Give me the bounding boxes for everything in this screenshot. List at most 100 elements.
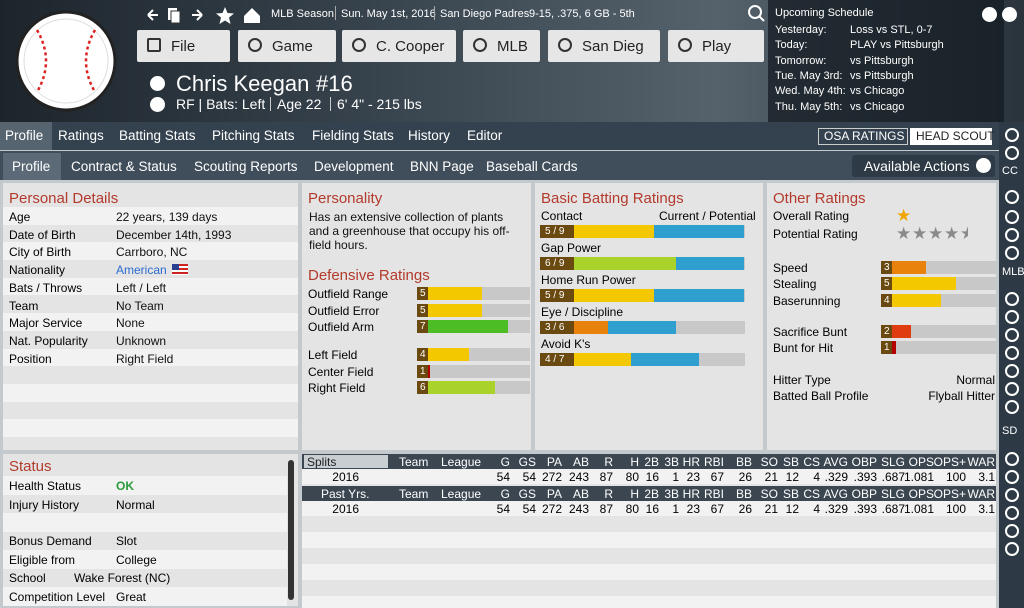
sidebar-icon[interactable] — [1005, 328, 1019, 342]
arrow-down[interactable] — [150, 97, 165, 112]
status-value: College — [116, 552, 157, 567]
tab[interactable]: Profile — [5, 128, 44, 143]
nav-button-label[interactable]: San Dieg — [582, 38, 644, 55]
flag-canton — [172, 264, 179, 270]
splits-dropdown[interactable] — [304, 455, 388, 468]
sidebar-label: MLB — [1002, 266, 1024, 278]
sidebar-icon[interactable] — [1005, 128, 1019, 142]
bar-track — [417, 364, 530, 378]
stats-column: AVG — [823, 455, 848, 469]
stats-cell: 4 — [813, 502, 820, 516]
stats-column: League — [441, 455, 482, 469]
sidebar-icon[interactable] — [1005, 292, 1019, 306]
nav-button-label[interactable]: File — [171, 38, 196, 55]
nav-button-label[interactable]: Play — [702, 38, 732, 55]
schedule-title: Upcoming Schedule — [775, 7, 874, 19]
stats-cell: 87 — [599, 502, 613, 516]
stats-column: H — [630, 455, 639, 469]
stats-column: OPS — [908, 487, 934, 501]
sidebar-icon[interactable] — [1005, 470, 1019, 484]
tab[interactable]: Fielding Stats — [312, 128, 394, 143]
sep — [335, 6, 336, 20]
status-label: Competition Level — [9, 589, 106, 604]
sidebar-icon[interactable] — [1005, 346, 1019, 360]
sched-btn[interactable] — [1002, 7, 1017, 22]
nav-button-label[interactable]: MLB — [497, 38, 528, 55]
stats-table-label[interactable]: Splits — [307, 455, 337, 469]
detail-label: Nat. Popularity — [9, 333, 88, 348]
row-stripe — [302, 532, 996, 548]
tab[interactable]: Ratings — [58, 128, 104, 143]
sidebar-icon[interactable] — [1005, 400, 1019, 414]
stats-column: GS — [518, 487, 536, 501]
subtab[interactable]: BNN Page — [410, 159, 474, 174]
row-stripe — [3, 313, 298, 331]
row-stripe — [302, 564, 996, 580]
rating-bar — [417, 381, 495, 394]
rating-value: 5 — [420, 304, 426, 316]
actions-icon[interactable] — [976, 158, 991, 173]
actions-box[interactable] — [852, 155, 995, 177]
tab[interactable]: Batting Stats — [119, 128, 196, 143]
nav-button[interactable] — [137, 30, 230, 62]
tab[interactable]: Pitching Stats — [212, 128, 295, 143]
schedule-day: Thu. May 5th: — [775, 100, 843, 113]
star: ★ — [928, 225, 944, 242]
sidebar-icon[interactable] — [1005, 228, 1019, 242]
stats-column: BB — [735, 455, 752, 469]
stats-cell: .393 — [853, 470, 877, 484]
other-label: Sacrifice Bunt — [773, 325, 848, 339]
defense-label: Outfield Error — [308, 303, 380, 318]
detail-label: Major Service — [9, 316, 83, 331]
other-label: Stealing — [773, 277, 817, 292]
subtab[interactable]: Baseball Cards — [486, 159, 578, 174]
stats-column: PA — [546, 455, 562, 469]
sidebar-icon[interactable] — [1005, 506, 1019, 520]
sidebar-icon[interactable] — [1005, 524, 1019, 538]
subtab[interactable]: Profile — [12, 159, 51, 174]
sched-btn[interactable] — [982, 7, 997, 22]
subtab[interactable]: Contract & Status — [71, 159, 177, 174]
subtab[interactable]: Development — [314, 159, 394, 174]
rating-bar — [881, 277, 956, 291]
stats-cell: 21 — [764, 470, 778, 484]
tab[interactable]: History — [408, 128, 451, 143]
panel-title: Defensive Ratings — [308, 267, 430, 284]
sidebar-icon[interactable] — [1005, 542, 1019, 556]
tab[interactable]: Editor — [467, 128, 503, 143]
search-icon[interactable] — [747, 4, 767, 24]
rating-mode[interactable]: HEAD SCOUT — [916, 129, 995, 143]
sidebar-icon[interactable] — [1005, 488, 1019, 502]
actions[interactable]: Available Actions — [864, 158, 970, 174]
row-stripe — [3, 419, 298, 438]
scrollbar[interactable] — [288, 460, 294, 600]
stats-cell: 1.081 — [903, 502, 934, 516]
sidebar-icon[interactable] — [1005, 146, 1019, 160]
mode-box[interactable] — [910, 128, 992, 145]
nav-button-label[interactable]: C. Cooper — [376, 38, 445, 55]
rating-mode[interactable]: OSA RATINGS — [824, 129, 905, 143]
stats-cell: 16 — [645, 502, 659, 516]
mode-box[interactable] — [818, 128, 908, 145]
nav-button-label[interactable]: Game — [272, 38, 313, 55]
stats-year: 2016 — [332, 470, 359, 484]
sidebar-icon[interactable] — [1005, 382, 1019, 396]
rating-box — [540, 353, 574, 366]
detail-value[interactable]: American — [116, 263, 167, 278]
bar-track — [881, 341, 996, 355]
sidebar-icon[interactable] — [1005, 310, 1019, 324]
row-stripe — [3, 277, 298, 296]
sidebar-icon[interactable] — [1005, 210, 1019, 224]
subtab[interactable]: Scouting Reports — [194, 159, 298, 174]
rating-bar — [881, 293, 941, 307]
arrow-up[interactable] — [150, 76, 165, 91]
sidebar-icon[interactable] — [1005, 190, 1019, 204]
sidebar-icon[interactable] — [1005, 364, 1019, 378]
status-label: Bonus Demand — [9, 534, 92, 548]
rating-box — [881, 261, 892, 274]
detail-label: Age — [9, 210, 31, 224]
sidebar-icon[interactable] — [1005, 452, 1019, 466]
stats-year: 2016 — [332, 502, 359, 516]
rating-box — [417, 381, 428, 394]
sidebar-icon[interactable] — [1005, 246, 1019, 260]
